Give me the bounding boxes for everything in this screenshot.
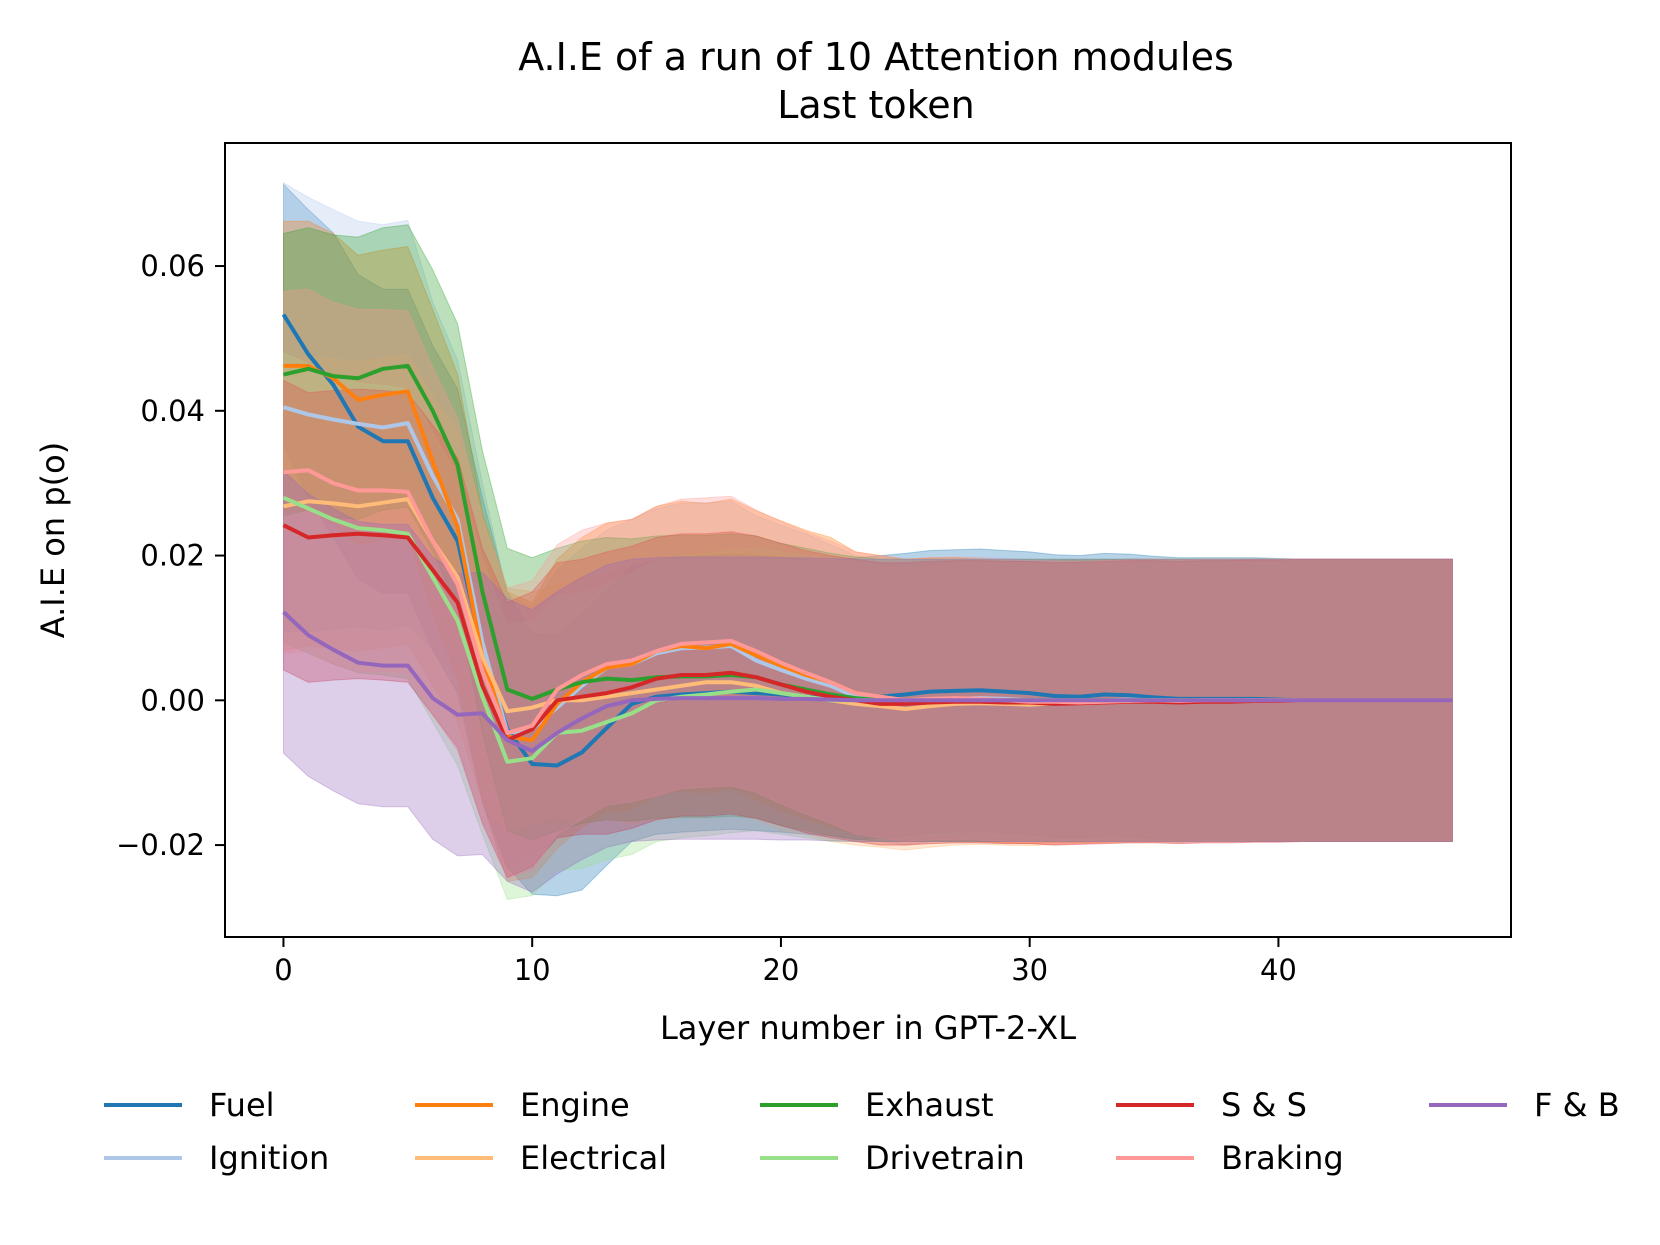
plot-frame xyxy=(224,142,1512,938)
legend-label-exhaust: Exhaust xyxy=(865,1086,994,1124)
band-f-b xyxy=(283,469,1453,893)
legend-label-fuel: Fuel xyxy=(209,1086,275,1124)
y-axis-label: A.I.E on p(o) xyxy=(34,442,72,638)
line-f-b xyxy=(282,610,1453,753)
legend: Fuel Ignition Engine Electrical Exhaust Drive… xyxy=(104,1086,1620,1177)
legend-label-braking: Braking xyxy=(1221,1139,1344,1177)
band-s-s xyxy=(283,379,1453,879)
legend-label-ignition: Ignition xyxy=(209,1139,329,1177)
band-drivetrain xyxy=(283,352,1453,900)
chart-subtitle: Last token xyxy=(777,83,975,127)
y-tick-label: 0.04 xyxy=(140,394,205,428)
legend-label-s-s: S & S xyxy=(1221,1086,1307,1124)
legend-label-electrical: Electrical xyxy=(520,1139,667,1177)
y-tick-label: 0.06 xyxy=(140,249,205,283)
x-tick-label: 30 xyxy=(1011,953,1048,987)
y-axis-ticks: −0.02 0.00 0.02 0.04 0.06 xyxy=(116,249,225,862)
band-electrical xyxy=(283,353,1453,851)
x-tick-label: 0 xyxy=(274,953,292,987)
band-engine xyxy=(283,220,1453,882)
chart-title: A.I.E of a run of 10 Attention modules xyxy=(518,35,1234,79)
legend-label-drivetrain: Drivetrain xyxy=(865,1139,1025,1177)
series-lines xyxy=(281,313,1453,768)
y-tick-label: −0.02 xyxy=(116,828,205,862)
x-axis-ticks: 0 10 20 30 40 xyxy=(274,937,1297,987)
x-tick-label: 40 xyxy=(1260,953,1297,987)
legend-label-f-b: F & B xyxy=(1534,1086,1620,1124)
legend-label-engine: Engine xyxy=(520,1086,630,1124)
x-axis-label: Layer number in GPT-2-XL xyxy=(660,1009,1076,1047)
x-tick-label: 10 xyxy=(514,953,551,987)
x-tick-label: 20 xyxy=(762,953,799,987)
y-tick-label: 0.00 xyxy=(140,683,205,717)
band-fuel xyxy=(283,183,1453,897)
y-tick-label: 0.02 xyxy=(140,539,205,573)
